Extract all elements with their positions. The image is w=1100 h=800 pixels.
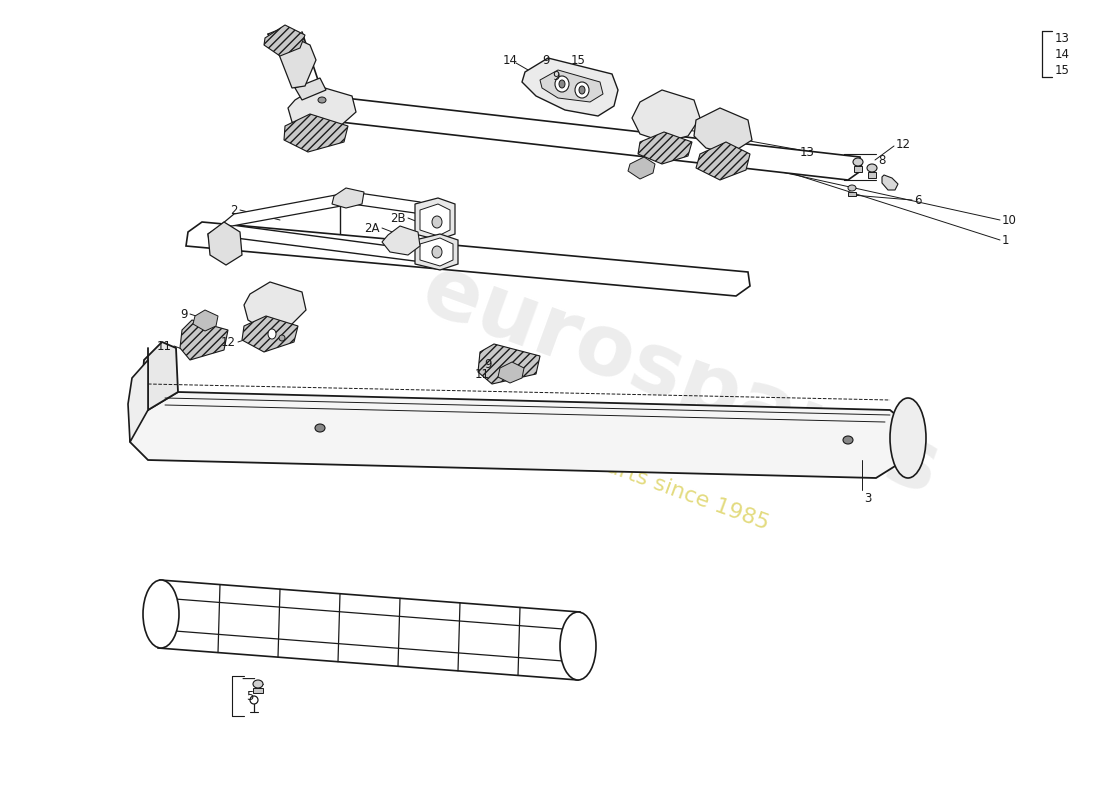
Ellipse shape [867, 164, 877, 172]
Text: 9: 9 [180, 307, 188, 321]
Polygon shape [522, 58, 618, 116]
Ellipse shape [852, 158, 864, 166]
Polygon shape [208, 224, 422, 262]
Polygon shape [478, 344, 540, 384]
Text: 6: 6 [914, 194, 922, 206]
Ellipse shape [432, 216, 442, 228]
Text: 11: 11 [157, 339, 172, 353]
Polygon shape [295, 78, 326, 100]
Ellipse shape [556, 76, 569, 92]
Polygon shape [192, 310, 218, 331]
Text: 3: 3 [864, 492, 871, 505]
Polygon shape [180, 320, 228, 360]
Polygon shape [420, 204, 450, 236]
Polygon shape [222, 192, 422, 226]
Text: 5: 5 [246, 690, 253, 702]
Polygon shape [632, 90, 700, 142]
Polygon shape [628, 157, 654, 179]
Ellipse shape [843, 436, 852, 444]
Text: 1: 1 [1002, 234, 1010, 246]
Text: 14: 14 [503, 54, 517, 66]
Polygon shape [694, 108, 752, 154]
Polygon shape [848, 192, 856, 196]
Text: 10: 10 [1002, 214, 1016, 226]
Polygon shape [284, 114, 348, 152]
Polygon shape [415, 198, 455, 240]
Polygon shape [498, 362, 524, 383]
Polygon shape [382, 226, 420, 255]
Text: a name for parts since 1985: a name for parts since 1985 [469, 406, 771, 534]
Text: 2B: 2B [390, 211, 406, 225]
Polygon shape [186, 222, 750, 296]
Text: 12: 12 [896, 138, 911, 150]
Ellipse shape [432, 246, 442, 258]
Polygon shape [696, 142, 750, 180]
Polygon shape [540, 70, 603, 102]
Polygon shape [854, 166, 862, 172]
Text: 15: 15 [571, 54, 585, 66]
Text: 11: 11 [475, 367, 490, 381]
Text: 9: 9 [542, 54, 550, 66]
Polygon shape [253, 688, 263, 693]
Text: eurospares: eurospares [410, 248, 950, 512]
Text: 15: 15 [1055, 63, 1070, 77]
Ellipse shape [268, 329, 276, 339]
Polygon shape [242, 316, 298, 352]
Ellipse shape [318, 97, 326, 103]
Text: 12: 12 [221, 335, 236, 349]
Polygon shape [208, 222, 242, 265]
Polygon shape [244, 282, 306, 330]
Polygon shape [868, 172, 876, 178]
Polygon shape [128, 360, 148, 442]
Text: 13: 13 [1055, 31, 1070, 45]
Text: —: — [241, 673, 255, 687]
Text: 9: 9 [484, 358, 492, 370]
Polygon shape [130, 392, 912, 478]
Polygon shape [415, 234, 458, 270]
Ellipse shape [143, 580, 179, 648]
Ellipse shape [279, 335, 285, 341]
Polygon shape [288, 86, 356, 132]
Polygon shape [158, 580, 580, 680]
Polygon shape [142, 342, 178, 410]
Ellipse shape [848, 185, 856, 191]
Polygon shape [332, 188, 364, 208]
Ellipse shape [559, 80, 565, 88]
Ellipse shape [575, 82, 589, 98]
Ellipse shape [579, 86, 585, 94]
Polygon shape [268, 30, 316, 88]
Text: 9: 9 [552, 70, 560, 82]
Ellipse shape [315, 424, 324, 432]
Polygon shape [296, 94, 862, 180]
Ellipse shape [253, 680, 263, 688]
Text: 8: 8 [878, 154, 886, 166]
Text: 13: 13 [800, 146, 815, 158]
Polygon shape [638, 132, 692, 164]
Polygon shape [264, 25, 305, 56]
Polygon shape [882, 175, 898, 190]
Ellipse shape [890, 398, 926, 478]
Text: 14: 14 [1055, 47, 1070, 61]
Polygon shape [420, 238, 453, 266]
Text: 2A: 2A [364, 222, 380, 234]
Ellipse shape [560, 612, 596, 680]
Text: 2: 2 [231, 203, 238, 217]
